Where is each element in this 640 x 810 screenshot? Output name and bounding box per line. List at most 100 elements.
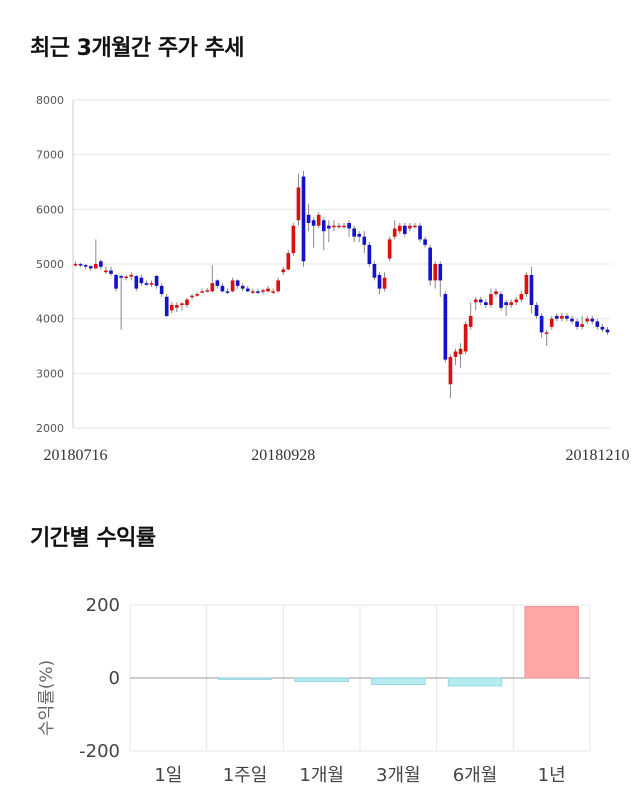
candle-body bbox=[534, 305, 539, 316]
candle-body bbox=[382, 277, 387, 289]
candle-body bbox=[311, 220, 316, 226]
candle-body bbox=[281, 269, 286, 273]
y-axis-label: 수익률(%) bbox=[37, 660, 57, 736]
candle-body bbox=[225, 291, 230, 293]
candle-body bbox=[484, 302, 488, 305]
candle-body bbox=[342, 225, 346, 228]
candle-body bbox=[448, 356, 453, 385]
return-bar-chart: -200 0 200 수익률(%) 1일 1주일 1개월 3개월 6개월 1년 bbox=[37, 595, 591, 786]
candle-body bbox=[509, 302, 514, 305]
candle-body bbox=[88, 266, 93, 269]
candle-body bbox=[154, 276, 159, 286]
return-bar bbox=[371, 677, 426, 685]
candle-body bbox=[362, 236, 367, 245]
candle-body bbox=[83, 265, 88, 267]
candle-body bbox=[159, 285, 164, 295]
candle-body bbox=[175, 305, 179, 308]
candle-body bbox=[524, 274, 529, 295]
candle-body bbox=[549, 318, 554, 327]
candle-body bbox=[296, 187, 301, 221]
candle-body bbox=[478, 299, 483, 303]
y-tick-label: 7000 bbox=[36, 149, 64, 162]
period-return-heading: 기간별 수익률 bbox=[30, 526, 156, 551]
candle-body bbox=[514, 299, 519, 303]
candle-body bbox=[200, 291, 205, 293]
candle-body bbox=[377, 274, 382, 289]
x-tick-label: 1년 bbox=[538, 765, 566, 786]
candle-body bbox=[473, 299, 478, 303]
x-tick-label: 1일 bbox=[154, 765, 182, 786]
x-tick-label: 1주일 bbox=[223, 765, 268, 786]
y-tick-label: -200 bbox=[79, 741, 120, 762]
candle-body bbox=[357, 233, 362, 237]
candle-body bbox=[316, 214, 321, 226]
x-tick-label: 20180716 bbox=[44, 447, 108, 464]
candle-body bbox=[144, 283, 149, 285]
candle-body bbox=[352, 228, 356, 237]
candle-body bbox=[114, 274, 118, 289]
candle-body bbox=[392, 228, 397, 237]
candle-body bbox=[463, 324, 468, 352]
candle-body bbox=[185, 299, 189, 305]
candle-body bbox=[605, 329, 610, 333]
candle-body bbox=[169, 305, 174, 311]
candle-body bbox=[276, 280, 280, 292]
y-tick-label: 5000 bbox=[36, 258, 64, 271]
y-tick-label: 200 bbox=[86, 595, 120, 616]
price-trend-heading: 최근 3개월간 주가 추세 bbox=[30, 36, 244, 61]
candle-body bbox=[205, 290, 210, 292]
candle-body bbox=[413, 225, 417, 228]
candle-body bbox=[372, 264, 377, 278]
candle-body bbox=[529, 274, 534, 305]
candle-body bbox=[256, 291, 260, 293]
candle-body bbox=[306, 214, 311, 223]
candle-body bbox=[489, 294, 493, 305]
candle-body bbox=[109, 270, 113, 274]
candle-body bbox=[134, 276, 139, 289]
candle-body bbox=[458, 348, 463, 355]
candle-body bbox=[245, 288, 250, 292]
candle-body bbox=[438, 264, 443, 281]
candlestick-chart: 2000 3000 4000 5000 6000 7000 8000 20180716 2018… bbox=[36, 94, 629, 464]
candle-body bbox=[504, 302, 508, 305]
candle-body bbox=[301, 176, 306, 262]
y-tick-label: 0 bbox=[109, 668, 120, 689]
candle-body bbox=[575, 321, 579, 327]
candle-body bbox=[544, 332, 549, 334]
candle-body bbox=[580, 324, 584, 327]
candle-body bbox=[453, 351, 458, 357]
x-tick-label: 3개월 bbox=[376, 765, 421, 786]
candle-body bbox=[595, 321, 600, 327]
x-tick-label: 20180928 bbox=[251, 447, 315, 464]
candle-body bbox=[337, 225, 341, 228]
candle-body bbox=[180, 303, 184, 305]
candle-body bbox=[347, 223, 351, 229]
candle-body bbox=[261, 290, 265, 292]
x-tick-label: 20181210 bbox=[565, 447, 629, 464]
candle-body bbox=[164, 296, 169, 316]
candle-body bbox=[418, 225, 422, 240]
candle-body bbox=[408, 225, 412, 229]
x-tick-label: 6개월 bbox=[453, 765, 498, 786]
candle-body bbox=[291, 225, 296, 254]
candle-body bbox=[190, 295, 194, 298]
candle-body bbox=[519, 294, 524, 300]
x-tick-label: 1개월 bbox=[299, 765, 344, 786]
candle-body bbox=[286, 253, 291, 270]
y-tick-label: 2000 bbox=[36, 422, 64, 435]
candle-body bbox=[240, 285, 245, 289]
y-tick-label: 3000 bbox=[36, 367, 64, 380]
y-tick-label: 4000 bbox=[36, 313, 64, 326]
candle-body bbox=[499, 294, 503, 308]
candle-body bbox=[600, 326, 605, 330]
candle-body bbox=[367, 244, 372, 264]
candle-body bbox=[215, 280, 220, 286]
candle-body bbox=[570, 318, 574, 322]
return-bar bbox=[447, 677, 503, 687]
y-tick-label: 8000 bbox=[36, 94, 64, 107]
candle-body bbox=[78, 264, 83, 266]
candle-body bbox=[93, 264, 98, 269]
candle-body bbox=[332, 225, 336, 228]
candle-body bbox=[423, 239, 427, 245]
candle-body bbox=[119, 276, 123, 278]
